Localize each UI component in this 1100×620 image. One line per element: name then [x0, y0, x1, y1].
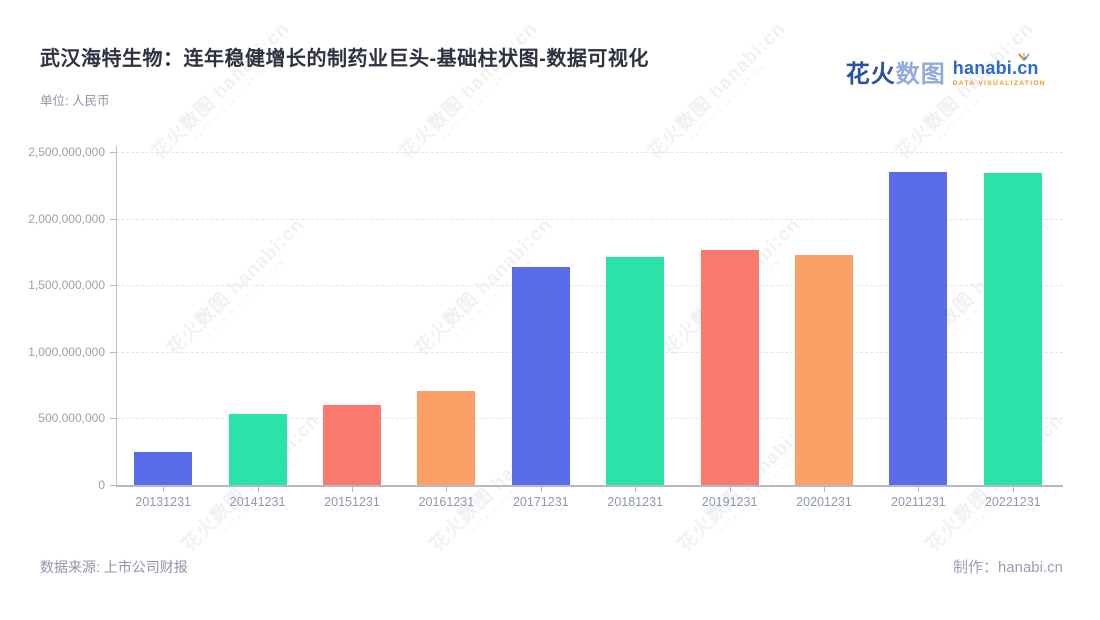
y-axis-label: 1,500,000,000 — [28, 278, 105, 293]
logo-en: hanabi.cn — [952, 58, 1039, 78]
x-axis-label: 20141231 — [229, 495, 286, 509]
bar-20191231[interactable] — [700, 249, 759, 485]
bar-20161231[interactable] — [417, 391, 476, 485]
x-axis-tick — [446, 487, 448, 492]
x-axis-line — [116, 485, 1063, 487]
y-axis-line — [116, 146, 117, 485]
x-axis-label: 20171231 — [512, 495, 569, 509]
x-axis-tick — [635, 487, 637, 492]
x-axis-label: 20191231 — [701, 495, 758, 509]
x-axis-tick — [257, 487, 259, 492]
bar-20141231[interactable] — [228, 413, 287, 485]
bar-20221231[interactable] — [983, 173, 1042, 485]
y-axis-label: 500,000,000 — [38, 411, 105, 426]
gridline — [116, 418, 1063, 420]
x-axis-label: 20211231 — [891, 495, 946, 509]
y-axis-tick — [110, 152, 116, 153]
logo-cn-light: 数图 — [895, 61, 946, 88]
gridline — [116, 285, 1063, 287]
bar-20151231[interactable] — [323, 405, 381, 485]
firework-icon — [1016, 48, 1032, 66]
x-axis-label: 20131231 — [135, 495, 191, 509]
gridline — [116, 351, 1063, 353]
bar-20181231[interactable] — [606, 257, 665, 485]
x-axis-label: 20201231 — [796, 495, 852, 509]
y-axis-tick — [110, 218, 116, 220]
y-axis-label: 2,500,000,000 — [28, 145, 105, 159]
data-source-label: 数据来源: 上市公司财报 — [40, 559, 188, 575]
y-axis-label: 2,000,000,000 — [28, 211, 105, 226]
chart-title: 武汉海特生物：连年稳健增长的制药业巨头-基础柱状图-数据可视化 — [40, 48, 649, 70]
gridline — [116, 218, 1063, 220]
x-axis-label: 20221231 — [984, 495, 1041, 509]
y-axis-tick — [110, 351, 116, 353]
bar-20211231[interactable] — [889, 171, 948, 485]
logo-en-sub: DATA VISUALIZATION — [952, 80, 1046, 87]
x-axis-label: 20151231 — [324, 495, 380, 509]
bar-20131231[interactable] — [134, 451, 193, 485]
logo-cn-bold: 花火 — [845, 61, 896, 88]
hanabi-logo[interactable]: 花火 数图 hanabi.cn DATA VISUALIZATION — [845, 53, 1046, 89]
x-axis-tick — [163, 487, 165, 492]
x-axis-tick — [352, 487, 353, 492]
x-axis-label: 20181231 — [607, 495, 663, 509]
x-axis-tick — [1012, 487, 1014, 492]
bar-20201231[interactable] — [795, 254, 853, 485]
x-axis-label: 20161231 — [418, 495, 475, 509]
x-axis-tick — [918, 487, 920, 492]
credit-label: 制作：hanabi.cn — [952, 559, 1063, 576]
x-axis-tick — [729, 487, 731, 492]
y-axis-tick — [110, 285, 116, 287]
unit-label: 单位: 人民币 — [40, 94, 110, 108]
y-axis-tick — [110, 418, 116, 420]
y-axis-label: 1,000,000,000 — [28, 344, 105, 359]
gridline — [116, 152, 1063, 153]
y-axis-tick — [110, 485, 116, 486]
bar-20171231[interactable] — [511, 266, 570, 485]
y-axis-label: 0 — [98, 478, 105, 492]
x-axis-tick — [824, 487, 825, 492]
x-axis-tick — [540, 487, 542, 492]
